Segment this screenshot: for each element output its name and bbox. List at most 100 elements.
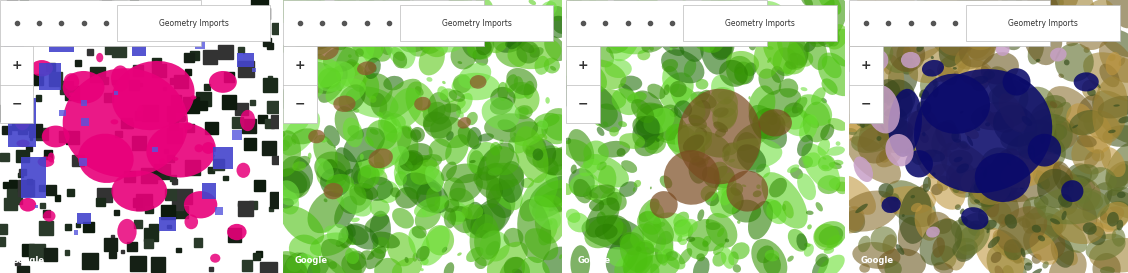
Ellipse shape: [593, 89, 626, 110]
Ellipse shape: [111, 66, 130, 91]
Bar: [171, 95, 182, 105]
Ellipse shape: [405, 81, 438, 127]
Ellipse shape: [980, 147, 1016, 183]
Ellipse shape: [397, 23, 433, 53]
Ellipse shape: [686, 237, 695, 242]
Ellipse shape: [804, 244, 814, 257]
Bar: [238, 61, 254, 77]
Ellipse shape: [423, 158, 429, 162]
Ellipse shape: [490, 11, 520, 33]
Ellipse shape: [492, 23, 529, 53]
Ellipse shape: [403, 173, 449, 213]
Ellipse shape: [993, 229, 1025, 263]
Ellipse shape: [14, 91, 21, 102]
Ellipse shape: [818, 175, 840, 194]
Ellipse shape: [706, 219, 710, 224]
Ellipse shape: [513, 76, 523, 92]
Ellipse shape: [354, 183, 378, 200]
Ellipse shape: [931, 56, 934, 59]
Bar: [232, 117, 243, 127]
Ellipse shape: [631, 224, 658, 251]
Ellipse shape: [474, 163, 525, 191]
Ellipse shape: [442, 247, 447, 253]
Ellipse shape: [279, 0, 320, 23]
Ellipse shape: [880, 91, 889, 99]
Ellipse shape: [481, 0, 493, 13]
Ellipse shape: [298, 18, 320, 32]
Ellipse shape: [532, 148, 581, 176]
Ellipse shape: [597, 127, 605, 136]
Bar: [238, 203, 241, 206]
Ellipse shape: [1033, 136, 1066, 169]
Ellipse shape: [660, 176, 672, 188]
Ellipse shape: [485, 241, 500, 256]
Ellipse shape: [988, 12, 996, 20]
Ellipse shape: [384, 76, 404, 90]
Ellipse shape: [1073, 191, 1083, 201]
Ellipse shape: [418, 44, 444, 75]
Bar: [23, 51, 26, 55]
Ellipse shape: [870, 2, 898, 19]
Ellipse shape: [365, 246, 386, 269]
Bar: [104, 238, 117, 251]
FancyBboxPatch shape: [566, 46, 600, 123]
Ellipse shape: [787, 43, 804, 55]
Ellipse shape: [449, 188, 474, 210]
Ellipse shape: [289, 30, 300, 40]
Ellipse shape: [126, 22, 133, 31]
Ellipse shape: [1090, 167, 1117, 190]
Ellipse shape: [955, 0, 993, 29]
Ellipse shape: [821, 165, 829, 170]
Ellipse shape: [598, 141, 631, 158]
Ellipse shape: [682, 134, 704, 152]
Ellipse shape: [294, 38, 316, 55]
Ellipse shape: [405, 160, 413, 169]
Ellipse shape: [314, 135, 337, 171]
Bar: [67, 134, 73, 141]
Ellipse shape: [900, 60, 915, 75]
Ellipse shape: [867, 67, 878, 83]
Ellipse shape: [390, 10, 397, 15]
Bar: [8, 98, 36, 147]
Ellipse shape: [570, 173, 599, 196]
Ellipse shape: [564, 72, 593, 95]
Ellipse shape: [790, 167, 803, 179]
Text: +: +: [294, 59, 306, 72]
Ellipse shape: [998, 93, 1026, 132]
Bar: [167, 128, 182, 143]
Ellipse shape: [847, 136, 901, 184]
Ellipse shape: [1043, 214, 1063, 237]
Ellipse shape: [318, 68, 341, 89]
Ellipse shape: [733, 264, 741, 272]
Ellipse shape: [343, 117, 363, 147]
FancyBboxPatch shape: [117, 5, 271, 41]
Ellipse shape: [552, 147, 570, 167]
Ellipse shape: [1040, 121, 1094, 161]
Ellipse shape: [713, 252, 726, 267]
Ellipse shape: [794, 9, 828, 42]
Ellipse shape: [712, 17, 725, 36]
Ellipse shape: [338, 226, 353, 248]
Ellipse shape: [971, 167, 1012, 205]
Ellipse shape: [422, 209, 426, 216]
Ellipse shape: [338, 84, 365, 112]
Ellipse shape: [415, 204, 441, 230]
Bar: [265, 119, 274, 128]
Ellipse shape: [535, 113, 559, 127]
Bar: [90, 17, 94, 19]
Ellipse shape: [972, 76, 988, 84]
Bar: [267, 43, 273, 49]
Bar: [214, 207, 222, 215]
Bar: [61, 23, 69, 31]
Bar: [195, 40, 205, 49]
Ellipse shape: [303, 19, 314, 26]
Ellipse shape: [444, 208, 456, 228]
Ellipse shape: [897, 24, 948, 64]
Bar: [72, 155, 83, 166]
Ellipse shape: [922, 60, 944, 77]
Ellipse shape: [911, 203, 922, 212]
Ellipse shape: [847, 13, 854, 22]
Ellipse shape: [717, 90, 732, 100]
Ellipse shape: [937, 24, 976, 56]
Ellipse shape: [281, 206, 324, 245]
